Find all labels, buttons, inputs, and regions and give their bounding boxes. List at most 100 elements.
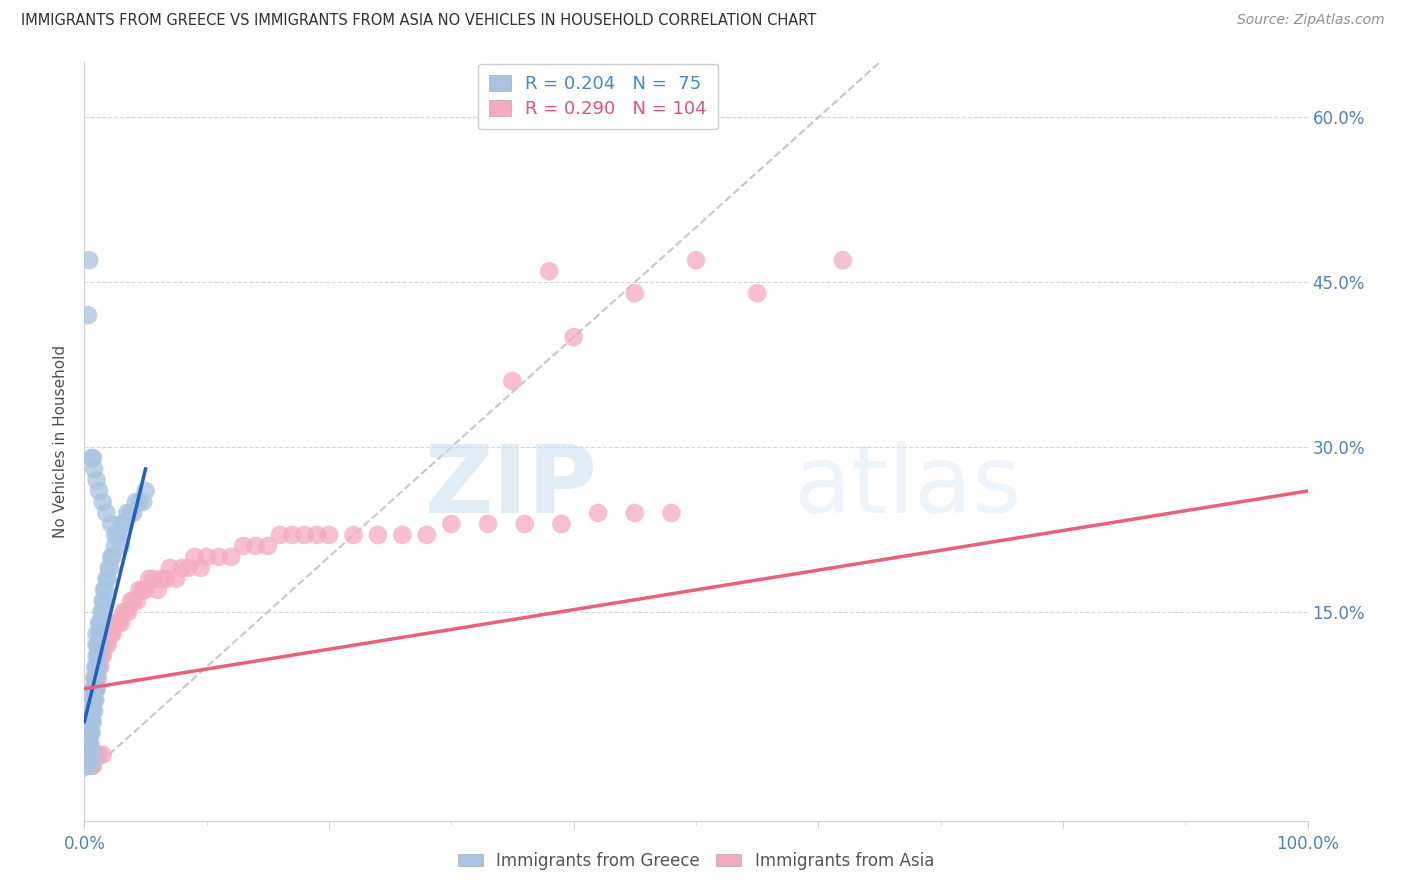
Point [80, 758, 103, 772]
Point [115, 506, 138, 520]
Point [83, 704, 105, 718]
Point [104, 615, 127, 630]
Point [105, 615, 128, 630]
Point [83, 747, 105, 762]
Point [97, 627, 120, 641]
Point [190, 561, 212, 575]
Point [685, 253, 707, 268]
Point [538, 264, 561, 278]
Point [79, 758, 101, 772]
Point [90, 648, 112, 663]
Point [80, 725, 103, 739]
Point [281, 528, 304, 542]
Point [502, 374, 524, 388]
Point [96, 627, 118, 641]
Point [318, 528, 340, 542]
Point [82, 692, 104, 706]
Point [165, 572, 187, 586]
Point [91, 594, 114, 608]
Point [831, 253, 853, 268]
Point [83, 747, 105, 762]
Point [219, 549, 242, 564]
Point [115, 605, 138, 619]
Point [125, 594, 148, 608]
Point [93, 638, 115, 652]
Point [110, 539, 132, 553]
Point [294, 528, 316, 542]
Point [83, 681, 105, 696]
Point [91, 638, 114, 652]
Point [94, 582, 117, 597]
Point [83, 671, 105, 685]
Text: atlas: atlas [794, 441, 1022, 533]
Point [87, 660, 110, 674]
Point [117, 605, 139, 619]
Point [269, 528, 291, 542]
Legend: Immigrants from Greece, Immigrants from Asia: Immigrants from Greece, Immigrants from … [451, 846, 941, 877]
Point [82, 704, 104, 718]
Point [77, 725, 100, 739]
Point [97, 638, 120, 652]
Point [513, 516, 536, 531]
Point [80, 714, 103, 729]
Point [82, 758, 104, 772]
Point [150, 572, 173, 586]
Point [122, 594, 145, 608]
Point [87, 671, 110, 685]
Point [159, 561, 181, 575]
Point [82, 692, 104, 706]
Point [80, 704, 103, 718]
Point [79, 714, 101, 729]
Point [87, 747, 110, 762]
Point [183, 549, 205, 564]
Point [86, 473, 108, 487]
Point [79, 737, 101, 751]
Point [91, 495, 114, 509]
Point [132, 495, 155, 509]
Y-axis label: No Vehicles in Household: No Vehicles in Household [53, 345, 69, 538]
Point [232, 539, 254, 553]
Point [172, 561, 194, 575]
Point [90, 615, 112, 630]
Point [77, 737, 100, 751]
Point [97, 572, 120, 586]
Point [342, 528, 364, 542]
Point [96, 572, 118, 586]
Point [80, 704, 103, 718]
Point [89, 660, 111, 674]
Point [86, 747, 108, 762]
Point [110, 516, 132, 531]
Point [84, 660, 107, 674]
Point [77, 758, 100, 772]
Point [120, 594, 142, 608]
Point [79, 704, 101, 718]
Point [112, 605, 135, 619]
Point [93, 594, 115, 608]
Point [101, 549, 124, 564]
Point [91, 747, 114, 762]
Point [89, 615, 111, 630]
Point [86, 681, 108, 696]
Point [104, 539, 127, 553]
Point [624, 506, 647, 520]
Point [112, 516, 135, 531]
Point [100, 627, 122, 641]
Point [76, 737, 98, 751]
Point [84, 681, 107, 696]
Point [87, 638, 110, 652]
Point [79, 758, 101, 772]
Point [94, 638, 117, 652]
Point [82, 681, 104, 696]
Point [245, 539, 267, 553]
Point [177, 561, 200, 575]
Point [83, 692, 105, 706]
Point [107, 528, 129, 542]
Point [80, 714, 103, 729]
Point [135, 582, 157, 597]
Point [120, 506, 142, 520]
Point [87, 648, 110, 663]
Point [80, 450, 103, 465]
Point [83, 692, 105, 706]
Point [77, 737, 100, 751]
Point [257, 539, 280, 553]
